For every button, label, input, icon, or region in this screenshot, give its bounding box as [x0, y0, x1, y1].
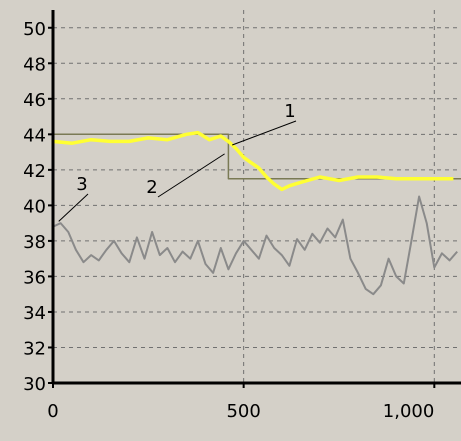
y-tick-label: 40 — [23, 196, 46, 217]
y-tick-label: 30 — [23, 374, 46, 395]
series-label-1: 1 — [284, 101, 295, 122]
series-label-leader — [157, 153, 225, 198]
y-tick-label: 38 — [23, 232, 46, 253]
y-tick-label: 46 — [23, 90, 46, 111]
y-tick-label: 48 — [23, 54, 46, 75]
y-tick-label: 36 — [23, 267, 46, 288]
y-tick-label: 34 — [23, 303, 46, 324]
series-label-leader — [58, 193, 89, 222]
series-labels: 1 2 3 — [58, 101, 297, 222]
x-tick-label: 1,000 — [383, 401, 435, 422]
y-tick-label: 42 — [23, 161, 46, 182]
y-tick-label: 44 — [23, 125, 46, 146]
x-tick-label: 0 — [47, 401, 58, 422]
series-line-1 — [52, 130, 454, 192]
x-tick-label: 500 — [226, 401, 260, 422]
series-label-2: 2 — [146, 177, 157, 198]
series-layer — [52, 130, 461, 296]
series-line-3 — [52, 195, 458, 296]
y-tick-label: 50 — [23, 19, 46, 40]
series-label-leader — [232, 120, 297, 146]
y-tick-label: 32 — [23, 338, 46, 359]
series-label-3: 3 — [76, 174, 87, 195]
